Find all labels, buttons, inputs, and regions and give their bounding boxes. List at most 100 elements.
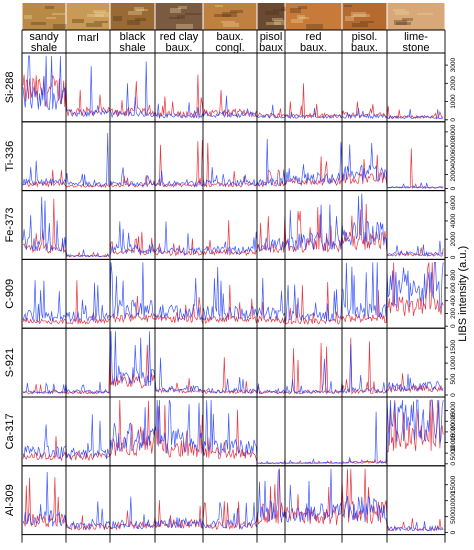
photo-texture: [353, 14, 370, 17]
photo-texture: [344, 5, 352, 7]
unit-header-line: baux.: [166, 42, 193, 54]
photo-texture: [94, 21, 108, 23]
unit-header-line: pisol.: [352, 31, 378, 43]
panel-element-label: C-909: [4, 279, 16, 309]
trace-s-921-blue: [22, 331, 444, 395]
trace-ti-336-blue: [22, 132, 444, 189]
photo-texture: [95, 12, 110, 17]
y-tick-label: 0: [450, 118, 457, 122]
panel-fe-373: Fe-373 0 2000 4000 6000: [4, 190, 457, 260]
photo-tile-5: [203, 3, 257, 30]
unit-header-line: pisol: [260, 31, 283, 43]
photo-texture: [223, 23, 239, 27]
unit-header-line: congl.: [215, 42, 244, 54]
photo-texture: [185, 13, 201, 15]
y-tick-label: 2000: [450, 76, 457, 91]
panel-element-label: Ca-317: [4, 413, 16, 449]
photo-texture: [272, 18, 283, 21]
photo-texture: [394, 20, 407, 25]
panel-element-label: Si-288: [4, 72, 16, 104]
photo-texture: [230, 10, 243, 13]
y-tick-label: 1000: [450, 355, 457, 370]
photo-texture: [396, 22, 411, 25]
unit-header-1: sandy shale: [29, 31, 59, 54]
photo-texture: [221, 21, 235, 23]
unit-header-line: baux: [259, 42, 283, 54]
y-tick-label: 0: [450, 324, 457, 328]
panel-si-288: Si-288 0 1000 2000 3000: [4, 52, 457, 123]
unit-header-line: sandy: [29, 31, 59, 43]
unit-header-line: black: [120, 31, 146, 43]
photo-texture: [177, 15, 185, 19]
panel-element-label: Al-309: [4, 484, 16, 516]
photo-texture: [93, 10, 106, 13]
y-tick-label: 25000: [450, 401, 457, 419]
trace-ca-317-blue: [22, 399, 444, 464]
y-tick-label: 10000: [450, 491, 457, 509]
photo-texture: [297, 15, 305, 19]
unit-header-line: red clay: [160, 31, 199, 43]
unit-header-line: red: [306, 31, 322, 43]
photo-tile-3: [110, 3, 155, 30]
photo-tile-2: [66, 3, 110, 30]
y-tick-label: 200: [450, 308, 457, 319]
unit-header-8: pisol. baux.: [351, 31, 378, 54]
photo-tile-6: [257, 3, 285, 30]
unit-divider-lines: [21, 29, 446, 543]
trace-fe-373-blue: [22, 193, 444, 258]
photo-texture: [178, 6, 187, 9]
photo-texture: [72, 19, 84, 23]
y-tick-label: 2000: [450, 167, 457, 182]
y-tick-label: 3000: [450, 58, 457, 73]
photo-texture: [291, 19, 303, 23]
y-tick-label: 2000: [450, 232, 457, 247]
unit-header-2: marl: [77, 32, 98, 44]
panel-frame: [21, 258, 446, 329]
photo-tile-7: [285, 3, 342, 30]
photo-texture: [170, 8, 181, 13]
photo-texture: [46, 17, 56, 19]
photo-texture: [127, 20, 140, 25]
trace-si-288-red: [22, 74, 444, 120]
unit-header-line: lime-: [404, 31, 428, 43]
y-tick-label: 5000: [450, 446, 457, 461]
y-tick-label: 15000: [450, 475, 457, 493]
element-panels: Si-2880100020003000Ti-336020004000600080…: [4, 52, 457, 536]
photo-texture: [135, 18, 146, 21]
photo-texture: [274, 20, 287, 25]
photo-texture: [31, 22, 46, 25]
panel-frame: [21, 327, 446, 398]
unit-header-line: baux.: [217, 31, 244, 43]
unit-header-4: red clay baux.: [160, 31, 199, 54]
photo-texture: [215, 5, 223, 7]
y-tick-label: 600: [450, 282, 457, 293]
unit-header-3: black shale: [119, 31, 145, 54]
photo-texture: [298, 6, 307, 9]
photo-texture: [134, 7, 144, 11]
y-tick-label: 0: [450, 186, 457, 190]
y-tick-label: 400: [450, 295, 457, 306]
photo-texture: [169, 17, 179, 19]
photo-tile-9: [387, 3, 445, 30]
y-tick-label: 1000: [450, 94, 457, 109]
photo-texture: [214, 14, 231, 17]
y-axis-label: LIBS intensity (a.u.): [457, 246, 469, 342]
photo-texture: [24, 15, 32, 19]
unit-header-line: shale: [31, 42, 57, 54]
panel-element-label: Fe-373: [4, 208, 16, 243]
photo-texture: [222, 12, 237, 17]
rock-photo-strip: [22, 3, 445, 30]
photo-tile-8: [342, 3, 387, 30]
panel-c-909: C-909 0 200 400 600 800: [4, 258, 457, 329]
photo-texture: [266, 22, 281, 25]
photo-texture: [45, 6, 54, 9]
photo-texture: [360, 21, 374, 23]
trace-s-921-red: [22, 337, 444, 395]
y-tick-label: 5000: [450, 509, 457, 524]
y-tick-label: 1500: [450, 340, 457, 355]
photo-texture: [351, 12, 366, 17]
